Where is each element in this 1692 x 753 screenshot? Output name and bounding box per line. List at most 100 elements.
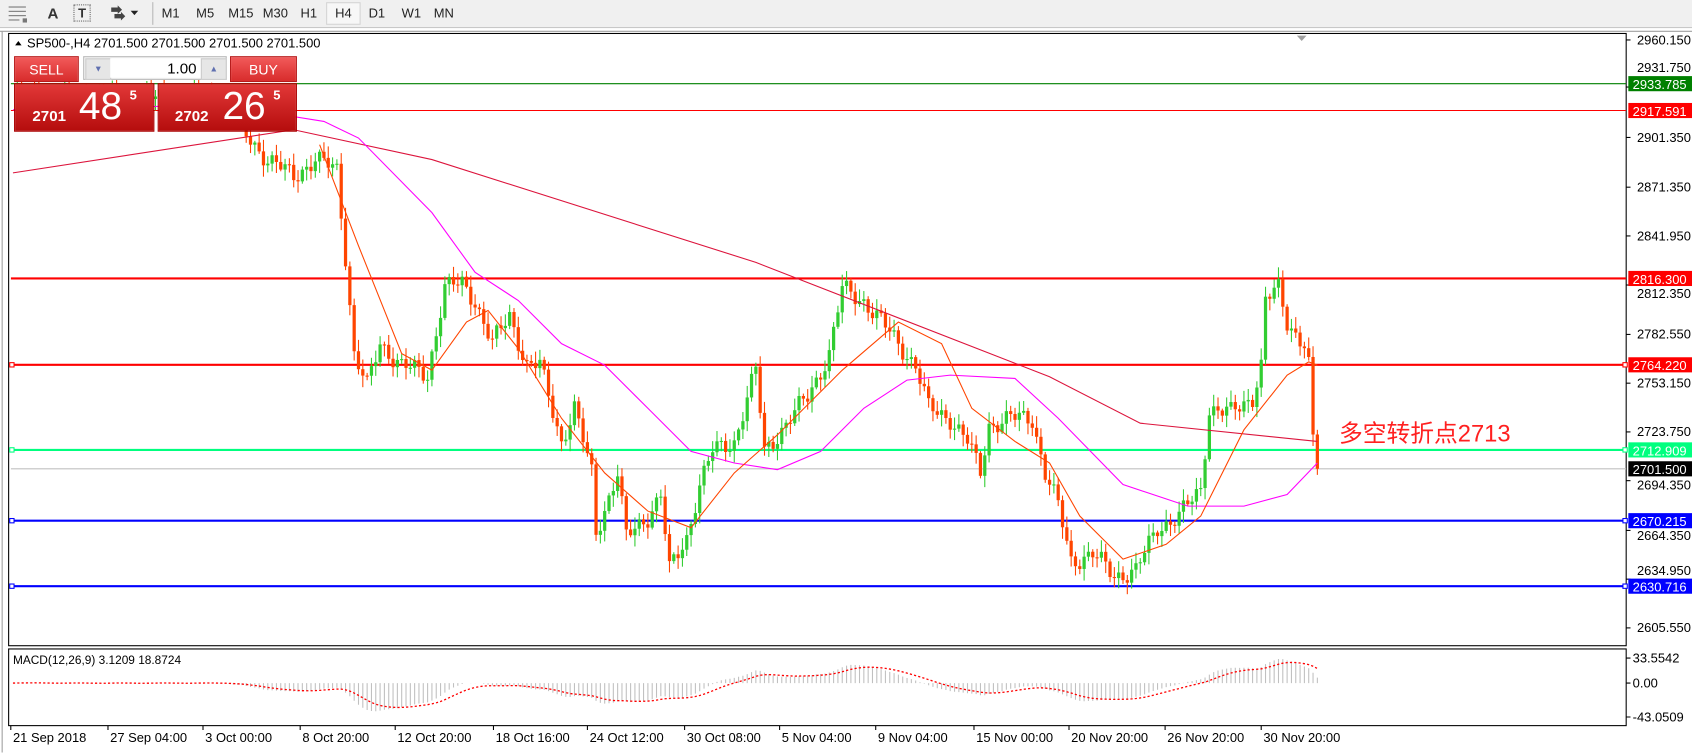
timeframe-h4[interactable]: H4 [326,2,361,25]
candle-body [875,310,879,319]
collapse-panel-icon[interactable] [15,41,22,46]
candle-body [810,387,814,402]
level-handle-right[interactable] [1622,362,1628,368]
candle-body [153,96,158,99]
level-handle-left[interactable] [9,362,15,368]
macd-signal-line [12,661,1318,709]
candle-body [620,476,624,497]
timeframe-d1[interactable]: D1 [368,5,386,21]
period-separator-icon[interactable] [6,3,30,23]
buy-button[interactable]: BUY [229,56,297,83]
candle-body [356,351,361,370]
candle-body [1052,484,1056,486]
candle-body [261,151,266,166]
candle-body [1216,406,1220,411]
candle-body [287,164,292,166]
candle-body [590,453,594,465]
macd-frame [8,648,1627,727]
timeframe-mn[interactable]: MN [433,5,454,21]
candle-body [745,397,749,422]
candle-body [460,276,464,286]
candle-body [659,496,663,498]
level-handle-right[interactable] [1622,583,1628,589]
candle-body [413,360,417,368]
buy-price-box[interactable]: 2702 26 5 [157,83,297,132]
lot-input[interactable]: 1.00 [110,58,201,78]
candle-body [1311,356,1315,435]
arrows-icon[interactable] [108,3,140,22]
candle-body [883,313,888,328]
candle-body [801,395,805,399]
candle-body [1017,412,1021,420]
time-axis-label: 30 Oct 08:00 [687,730,761,745]
candle-body [572,401,577,426]
candle-body [1259,359,1263,388]
text-box-icon[interactable]: T [73,4,91,22]
moving-average-fast[interactable] [319,144,1318,560]
timeframe-m1[interactable]: M1 [161,5,180,21]
candle-body [650,511,654,528]
candle-body [555,417,559,427]
candle-body [1034,427,1039,437]
price-axis-label: 2871.350 [1637,180,1691,195]
candle-body [525,360,529,362]
level-handle-left[interactable] [9,583,15,589]
timeframe-m5[interactable]: M5 [196,5,215,21]
candle-body [1242,401,1246,412]
candle-body [512,312,516,328]
candle-body [780,427,784,445]
candle-body [395,359,399,368]
time-axis-label: 12 Oct 20:00 [397,730,471,745]
candle-body [1134,563,1138,570]
moving-average-mid[interactable] [12,104,1318,507]
candle-body [296,180,300,182]
level-handle-right[interactable] [1622,447,1628,453]
candle-body [1263,296,1268,360]
price-tag-bg [1628,270,1692,287]
candle-body [1181,500,1186,512]
candle-body [844,280,849,287]
candle-body [1186,500,1190,505]
candle-body [343,218,348,267]
sell-price-big: 48 [78,83,123,128]
level-handle-left[interactable] [9,447,15,453]
candle-body [607,495,611,512]
timeframe-m15[interactable]: M15 [228,5,254,21]
timeframe-m30[interactable]: M30 [262,5,288,21]
level-handle-right[interactable] [1622,517,1628,524]
candle-body [628,529,633,536]
candle-body [974,444,978,453]
timeframe-w1[interactable]: W1 [401,5,422,21]
candle-body [309,166,313,172]
chart-annotation[interactable]: 多空转折点2713 [1338,420,1511,448]
candle-body [1250,399,1255,407]
macd-axis-label: 0.00 [1633,675,1658,690]
candle-body [305,166,309,170]
candle-body [922,383,926,387]
candle-body [603,511,607,531]
sell-price-sup: 5 [129,87,137,103]
chart-shift-marker-icon[interactable] [1296,35,1307,42]
price-tag-bg [1628,513,1692,529]
candle-body [581,418,585,443]
candle-body [490,338,495,340]
candle-body [693,513,698,525]
sell-price-box[interactable]: 2701 48 5 [14,83,155,132]
timeframe-h1[interactable]: H1 [300,5,318,21]
candle-body [1155,532,1160,537]
lot-increase-button[interactable]: ▲ [200,58,227,80]
lot-decrease-button[interactable]: ▼ [85,58,112,80]
candle-body [283,164,287,170]
candle-body [477,307,482,310]
candle-body [1082,556,1086,569]
candle-body [685,535,689,550]
macd-plot [12,658,1318,712]
level-handle-left[interactable] [9,517,15,524]
sell-button[interactable]: SELL [14,56,79,83]
candle-body [542,359,546,370]
price-axis-label: 2723.750 [1637,424,1691,439]
candle-body [585,442,590,454]
text-label-icon[interactable]: A [47,4,59,22]
